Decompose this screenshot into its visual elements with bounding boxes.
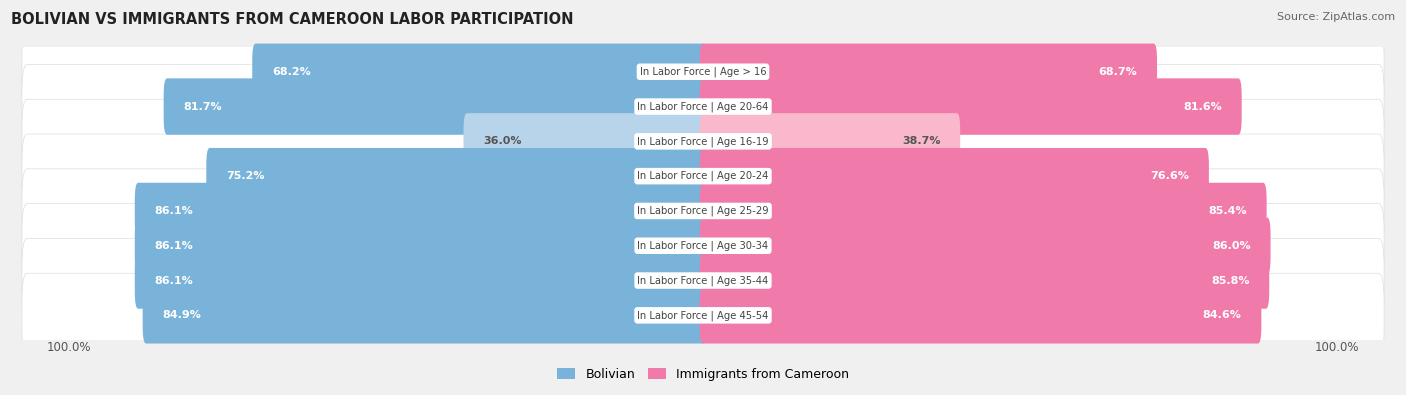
Text: 84.9%: 84.9% [162, 310, 201, 320]
Text: 68.2%: 68.2% [271, 67, 311, 77]
FancyBboxPatch shape [22, 134, 1384, 218]
Text: In Labor Force | Age 16-19: In Labor Force | Age 16-19 [637, 136, 769, 147]
FancyBboxPatch shape [207, 148, 706, 204]
Text: In Labor Force | Age 30-34: In Labor Force | Age 30-34 [637, 241, 769, 251]
FancyBboxPatch shape [22, 169, 1384, 253]
Text: In Labor Force | Age 20-24: In Labor Force | Age 20-24 [637, 171, 769, 181]
FancyBboxPatch shape [700, 113, 960, 169]
FancyBboxPatch shape [22, 273, 1384, 357]
FancyBboxPatch shape [22, 99, 1384, 183]
FancyBboxPatch shape [163, 78, 706, 135]
Text: Source: ZipAtlas.com: Source: ZipAtlas.com [1277, 12, 1395, 22]
FancyBboxPatch shape [700, 183, 1267, 239]
Text: 36.0%: 36.0% [484, 136, 522, 147]
Text: 75.2%: 75.2% [226, 171, 264, 181]
Text: BOLIVIAN VS IMMIGRANTS FROM CAMEROON LABOR PARTICIPATION: BOLIVIAN VS IMMIGRANTS FROM CAMEROON LAB… [11, 12, 574, 27]
FancyBboxPatch shape [22, 30, 1384, 114]
Text: In Labor Force | Age 35-44: In Labor Force | Age 35-44 [637, 275, 769, 286]
Text: 86.1%: 86.1% [155, 241, 193, 251]
Text: 86.1%: 86.1% [155, 206, 193, 216]
FancyBboxPatch shape [22, 64, 1384, 149]
FancyBboxPatch shape [700, 43, 1157, 100]
FancyBboxPatch shape [700, 287, 1261, 344]
Text: 100.0%: 100.0% [1315, 341, 1360, 354]
FancyBboxPatch shape [142, 287, 706, 344]
FancyBboxPatch shape [22, 204, 1384, 288]
Text: 81.6%: 81.6% [1184, 102, 1222, 111]
FancyBboxPatch shape [252, 43, 706, 100]
Text: In Labor Force | Age 25-29: In Labor Force | Age 25-29 [637, 206, 769, 216]
Text: In Labor Force | Age > 16: In Labor Force | Age > 16 [640, 66, 766, 77]
Text: 81.7%: 81.7% [183, 102, 222, 111]
Text: 38.7%: 38.7% [903, 136, 941, 147]
FancyBboxPatch shape [700, 78, 1241, 135]
Text: 85.4%: 85.4% [1208, 206, 1247, 216]
Text: 76.6%: 76.6% [1150, 171, 1189, 181]
FancyBboxPatch shape [700, 148, 1209, 204]
Legend: Bolivian, Immigrants from Cameroon: Bolivian, Immigrants from Cameroon [551, 363, 855, 386]
FancyBboxPatch shape [22, 239, 1384, 323]
Text: 86.1%: 86.1% [155, 276, 193, 286]
FancyBboxPatch shape [135, 252, 706, 309]
Text: 85.8%: 85.8% [1211, 276, 1250, 286]
FancyBboxPatch shape [700, 252, 1270, 309]
Text: 68.7%: 68.7% [1098, 67, 1137, 77]
FancyBboxPatch shape [135, 183, 706, 239]
Text: 86.0%: 86.0% [1212, 241, 1251, 251]
FancyBboxPatch shape [700, 218, 1271, 274]
Text: 84.6%: 84.6% [1202, 310, 1241, 320]
FancyBboxPatch shape [135, 218, 706, 274]
FancyBboxPatch shape [464, 113, 706, 169]
Text: 100.0%: 100.0% [46, 341, 91, 354]
Text: In Labor Force | Age 20-64: In Labor Force | Age 20-64 [637, 101, 769, 112]
Text: In Labor Force | Age 45-54: In Labor Force | Age 45-54 [637, 310, 769, 321]
